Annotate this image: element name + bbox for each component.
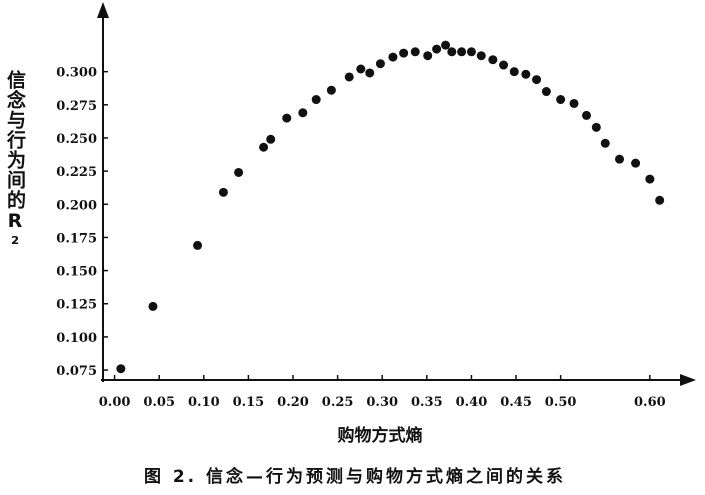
y-tick-label: 0.125	[56, 298, 97, 313]
point	[615, 154, 625, 164]
point	[423, 51, 433, 61]
point	[569, 98, 579, 108]
x-tick-label: 0.05	[143, 395, 175, 410]
y-arrow	[97, 2, 109, 18]
point	[148, 301, 158, 311]
x-tick-label: 0.30	[366, 395, 398, 410]
y-tick-label: 0.075	[56, 364, 97, 379]
y-tick-label: 0.100	[56, 331, 97, 346]
x-tick-label: 0.45	[500, 395, 532, 410]
y-tick-label: 0.225	[56, 165, 97, 180]
point	[399, 48, 409, 58]
point	[532, 75, 542, 85]
point	[631, 158, 641, 168]
x-tick-label: 0.50	[545, 395, 577, 410]
y-tick-label: 0.150	[56, 265, 97, 280]
x-tick-label: 0.35	[411, 395, 443, 410]
point	[457, 47, 467, 57]
point	[388, 52, 398, 62]
point	[509, 67, 519, 77]
point	[556, 95, 566, 105]
x-tick-label: 0.20	[277, 395, 309, 410]
point	[521, 69, 531, 79]
y-tick-label: 0.300	[56, 66, 97, 81]
y-tick-label: 0.175	[56, 231, 97, 246]
point	[432, 44, 442, 54]
point	[499, 60, 509, 70]
point	[466, 47, 476, 57]
point	[410, 47, 420, 57]
y-tick-label: 0.275	[56, 99, 97, 114]
x-tick-label: 0.25	[322, 395, 354, 410]
point	[375, 59, 385, 69]
point	[541, 87, 551, 97]
y-tick-label: 0.250	[56, 132, 97, 147]
point	[447, 47, 457, 57]
point	[259, 142, 269, 152]
point	[311, 95, 321, 105]
x-tick-label: 0.60	[634, 395, 666, 410]
point	[476, 51, 486, 61]
point	[266, 134, 276, 144]
x-tick-label: 0.40	[456, 395, 488, 410]
point	[193, 240, 203, 250]
point	[655, 195, 665, 205]
point	[116, 364, 126, 374]
point	[282, 113, 292, 123]
point	[600, 138, 610, 148]
point	[234, 167, 244, 177]
caption: 图 2. 信念—行为预测与购物方式熵之间的关系	[144, 466, 566, 487]
point	[591, 122, 601, 132]
point	[298, 108, 308, 118]
point	[344, 72, 354, 82]
y-tick-label: 0.200	[56, 198, 97, 213]
point	[365, 68, 375, 78]
point	[326, 85, 336, 95]
point	[582, 110, 592, 120]
point	[218, 187, 228, 197]
point	[645, 174, 655, 184]
point	[441, 40, 451, 50]
x-arrow	[680, 374, 696, 386]
point	[488, 55, 498, 65]
y-label: 信念与行为间的R²	[4, 70, 26, 256]
x-label: 购物方式熵	[338, 425, 423, 446]
x-tick-label: 0.15	[233, 395, 265, 410]
x-tick-label: 0.10	[188, 395, 220, 410]
point	[356, 64, 366, 74]
x-tick-label: 0.00	[99, 395, 131, 410]
